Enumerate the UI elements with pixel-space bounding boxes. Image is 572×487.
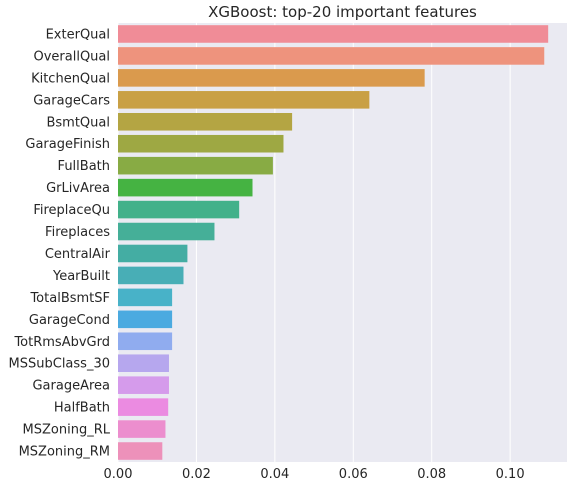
- bar-fireplacequ: [118, 200, 240, 219]
- y-tick-label: FullBath: [58, 159, 110, 174]
- y-tick-label: CentralAir: [45, 247, 111, 262]
- x-tick-label: 0.02: [182, 467, 211, 482]
- y-tick-label: GarageFinish: [25, 137, 110, 152]
- bar-yearbuilt: [118, 266, 184, 285]
- y-tick-label: Fireplaces: [45, 225, 110, 240]
- y-tick-label: GarageCars: [33, 93, 110, 108]
- y-tick-label: KitchenQual: [31, 71, 110, 86]
- bar-fireplaces: [118, 222, 215, 241]
- bar-garagecond: [118, 310, 173, 329]
- y-tick-label: GarageCond: [29, 313, 110, 328]
- bar-centralair: [118, 244, 188, 263]
- y-tick-label: OverallQual: [33, 49, 110, 64]
- bar-totrmsabvgrd: [118, 332, 173, 351]
- bar-mssubclass-30: [118, 354, 169, 373]
- x-tick-label: 0.10: [496, 467, 525, 482]
- y-tick-label: BsmtQual: [46, 115, 110, 130]
- bar-bsmtqual: [118, 112, 293, 131]
- bar-kitchenqual: [118, 69, 425, 87]
- bar-grlivarea: [118, 178, 253, 197]
- y-tick-label: GrLivArea: [46, 181, 110, 196]
- x-tick-label: 0.08: [417, 467, 446, 482]
- y-tick-label: MSSubClass_30: [9, 357, 110, 372]
- x-tick-label: 0.00: [104, 467, 133, 482]
- y-tick-label: MSZoning_RM: [19, 445, 110, 460]
- y-tick-label: MSZoning_RL: [23, 423, 111, 438]
- y-tick-label: ExterQual: [46, 27, 110, 42]
- x-tick-labels: 0.00 0.02 0.04 0.06 0.08 0.10: [104, 467, 525, 482]
- y-tick-label: HalfBath: [54, 401, 110, 416]
- bar-overallqual: [118, 47, 545, 65]
- bar-totalbsmtsf: [118, 288, 173, 307]
- y-tick-label: GarageArea: [32, 379, 110, 394]
- y-tick-label: TotRmsAbvGrd: [13, 335, 110, 350]
- x-tick-label: 0.06: [339, 467, 368, 482]
- bar-fullbath: [118, 156, 273, 175]
- chart-title: XGBoost: top-20 important features: [208, 3, 477, 21]
- y-tick-labels: ExterQual OverallQual KitchenQual GarageCar…: [9, 27, 111, 459]
- y-tick-label: YearBuilt: [52, 269, 110, 284]
- bar-garagefinish: [118, 134, 284, 153]
- bars: [118, 25, 549, 460]
- bar-garagecars: [118, 91, 370, 109]
- x-tick-label: 0.04: [260, 467, 289, 482]
- plot-background: [118, 23, 567, 462]
- y-tick-label: TotalBsmtSF: [29, 291, 110, 306]
- bar-halfbath: [118, 398, 169, 416]
- bar-mszoning-rm: [118, 442, 163, 460]
- y-tick-label: FireplaceQu: [33, 203, 110, 218]
- bar-exterqual: [118, 25, 549, 43]
- bar-mszoning-rl: [118, 420, 166, 438]
- bar-garagearea: [118, 376, 169, 394]
